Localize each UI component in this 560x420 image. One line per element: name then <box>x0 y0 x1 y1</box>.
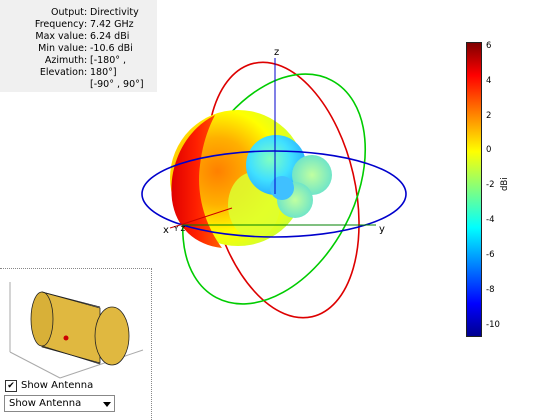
show-antenna-label: Show Antenna <box>21 380 94 391</box>
pattern-side-lobe-small <box>270 176 294 200</box>
info-key: Frequency <box>34 19 84 30</box>
z-axis-label: z <box>274 47 279 58</box>
x-axis-line <box>179 207 233 226</box>
info-key: Elevation <box>39 67 84 78</box>
x-axis-label: x <box>163 225 169 236</box>
pattern-side-lobe <box>246 135 306 195</box>
x-axis-line-back <box>169 224 181 229</box>
info-value: 7.42 GHz <box>90 19 134 30</box>
colorbar-tick-label: 4 <box>486 76 492 86</box>
colorbar-tick-label: 0 <box>486 145 492 155</box>
colorbar-tick-label: -8 <box>486 285 495 295</box>
info-row-output: Output: Directivity <box>51 7 139 18</box>
colorbar-tick-label: 6 <box>486 41 492 51</box>
info-panel: Output: Directivity Frequency: 7.42 GHz … <box>0 0 157 92</box>
y-axis-label: y <box>379 224 385 235</box>
azimuth-circle-blue <box>141 150 407 238</box>
colorbar-tick-label: -4 <box>486 215 495 225</box>
info-key: Max value <box>35 31 84 42</box>
origin-axis-labels: Y Z <box>173 225 186 233</box>
dropdown-value: Show Antenna <box>9 398 82 409</box>
info-value: Directivity <box>90 7 139 18</box>
colorbar <box>466 42 482 337</box>
colorbar-tick-label: -10 <box>486 320 500 330</box>
colorbar-tick-label: 2 <box>486 111 492 121</box>
info-row-azimuth: Azimuth: [-180° , <box>44 55 127 66</box>
pattern-high-gain-region <box>171 115 222 248</box>
colorbar-tick-label: -2 <box>486 180 495 190</box>
info-key: Azimuth <box>44 55 84 66</box>
info-value: [-180° , <box>90 55 127 66</box>
info-key: Output <box>51 7 84 18</box>
info-row-continuation: [-90° , 90°] <box>0 79 157 91</box>
colorbar-tick-label: -6 <box>486 250 495 260</box>
antenna-inset <box>0 268 152 420</box>
antenna-view-dropdown[interactable]: Show Antenna <box>4 395 115 412</box>
show-antenna-checkbox[interactable]: ✔ <box>5 380 17 392</box>
info-row-elevation: Elevation: 180°] <box>39 67 117 78</box>
info-value: -10.6 dBi <box>90 43 133 54</box>
info-value: 6.24 dBi <box>90 31 130 42</box>
info-row-min: Min value: -10.6 dBi <box>38 43 133 54</box>
info-value: 180°] <box>90 67 117 78</box>
colorbar-unit-label: dBi <box>500 177 510 191</box>
info-row-frequency: Frequency: 7.42 GHz <box>34 19 134 30</box>
info-value: [-90° , 90°] <box>90 79 144 90</box>
antenna-inset-drawing <box>9 282 144 379</box>
info-key: Min value <box>38 43 84 54</box>
chevron-down-icon <box>103 402 111 407</box>
info-row-max: Max value: 6.24 dBi <box>35 31 130 42</box>
